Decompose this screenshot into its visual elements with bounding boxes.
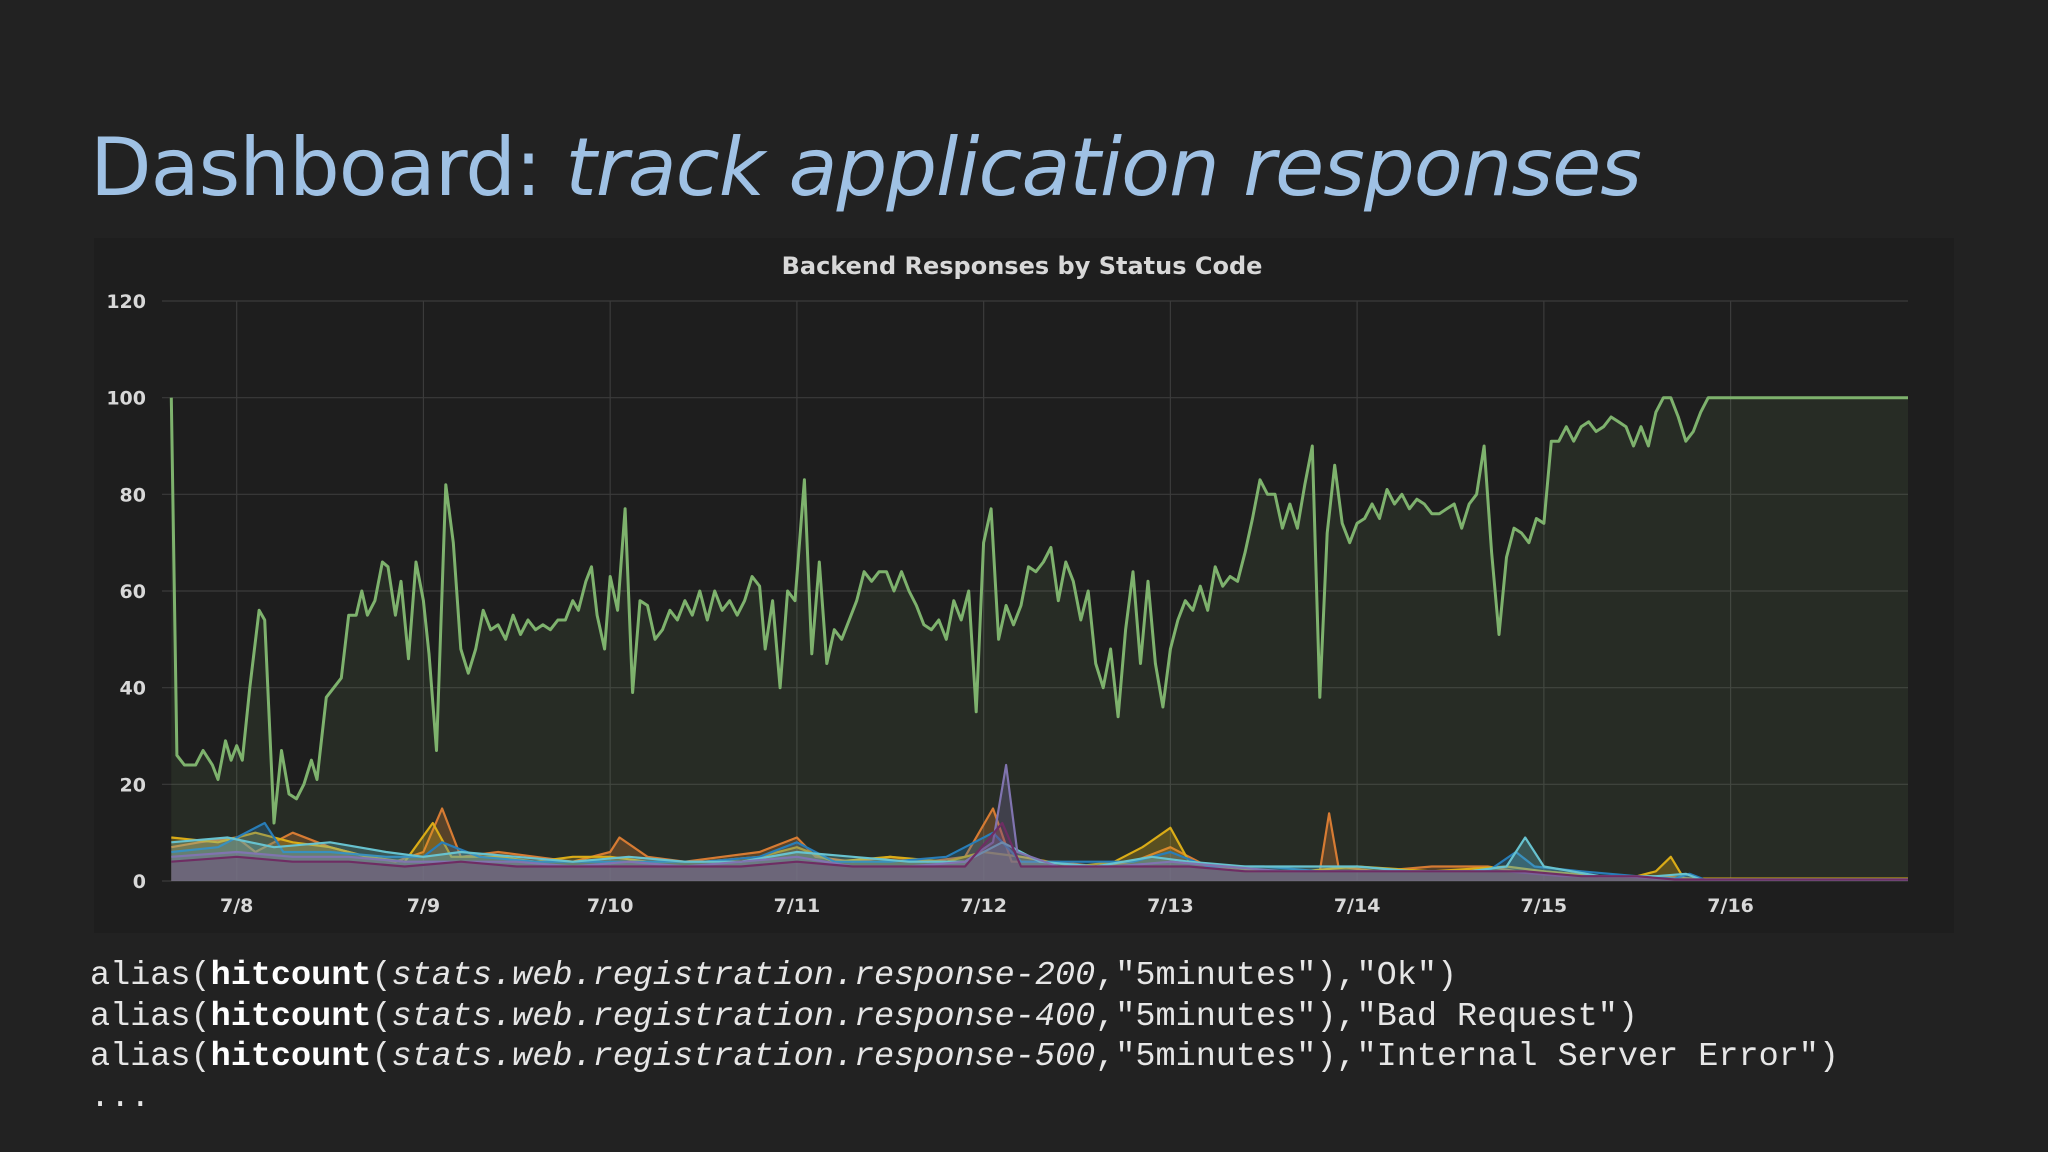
code-alias-fn: alias(	[90, 1038, 211, 1076]
code-args: ,"5minutes"),"Bad Request")	[1095, 997, 1638, 1036]
x-tick-label: 7/13	[1147, 895, 1194, 917]
ok-series-area	[171, 397, 1908, 881]
status-series-line	[171, 821, 1908, 880]
status-series-line	[171, 821, 1908, 881]
code-hitcount-fn: hitcount	[210, 997, 372, 1036]
code-line-500: alias(hitcount(stats.web.registration.re…	[90, 1037, 1839, 1078]
grid-lines	[162, 300, 1908, 882]
y-tick-label: 60	[120, 581, 146, 603]
status-series-line	[171, 836, 1908, 881]
x-tick-label: 7/9	[407, 895, 440, 917]
y-tick-label: 120	[106, 291, 146, 313]
query-code-block: alias(hitcount(stats.web.registration.re…	[90, 956, 1839, 1118]
slide-title: Dashboard: track application responses	[90, 118, 1642, 218]
code-metric-path: stats.web.registration.response-500	[391, 1038, 1096, 1076]
y-axis-ticks: 0 20 40 60 80 100 120	[106, 291, 146, 893]
code-metric-path: stats.web.registration.response-200	[391, 957, 1096, 995]
y-tick-label: 80	[120, 484, 146, 506]
chart-panel: Backend Responses by Status Code 0 20 40 60…	[94, 238, 1954, 933]
backend-responses-chart: Backend Responses by Status Code 0 20 40 60…	[106, 252, 1908, 917]
y-tick-label: 0	[133, 871, 146, 893]
code-paren: (	[371, 1038, 392, 1076]
code-hitcount-fn: hitcount	[210, 1038, 372, 1076]
y-tick-label: 20	[120, 774, 146, 796]
code-metric-path: stats.web.registration.response-400	[391, 997, 1096, 1036]
slide-title-prefix: Dashboard:	[90, 121, 542, 214]
x-tick-label: 7/11	[774, 895, 821, 917]
ok-series-line	[169, 396, 1908, 825]
x-tick-label: 7/15	[1521, 895, 1568, 917]
code-ellipsis: ...	[90, 1078, 151, 1117]
x-tick-label: 7/16	[1707, 895, 1754, 917]
code-line-200: alias(hitcount(stats.web.registration.re…	[90, 956, 1839, 997]
code-args: ,"5minutes"),"Ok")	[1095, 957, 1458, 995]
code-line-400: alias(hitcount(stats.web.registration.re…	[90, 997, 1839, 1038]
code-hitcount-fn: hitcount	[210, 957, 372, 995]
code-alias-fn: alias(	[90, 957, 211, 995]
x-tick-label: 7/14	[1334, 895, 1381, 917]
x-tick-label: 7/8	[220, 895, 253, 917]
status-series-area	[171, 765, 1908, 881]
x-axis-ticks: 7/8 7/9 7/10 7/11 7/12 7/13 7/14 7/15 7/16	[220, 895, 1754, 917]
y-tick-label: 100	[106, 388, 146, 410]
series-layer	[169, 396, 1908, 881]
slide-title-emphasis: track application responses	[565, 121, 1642, 214]
code-alias-fn: alias(	[90, 997, 211, 1036]
chart-title: Backend Responses by Status Code	[782, 252, 1263, 280]
code-args: ,"5minutes"),"Internal Server Error")	[1095, 1038, 1840, 1076]
x-tick-label: 7/10	[587, 895, 634, 917]
y-tick-label: 40	[120, 678, 146, 700]
status-series-area	[171, 837, 1908, 881]
code-paren: (	[371, 957, 392, 995]
x-tick-label: 7/12	[960, 895, 1007, 917]
code-paren: (	[371, 997, 392, 1036]
